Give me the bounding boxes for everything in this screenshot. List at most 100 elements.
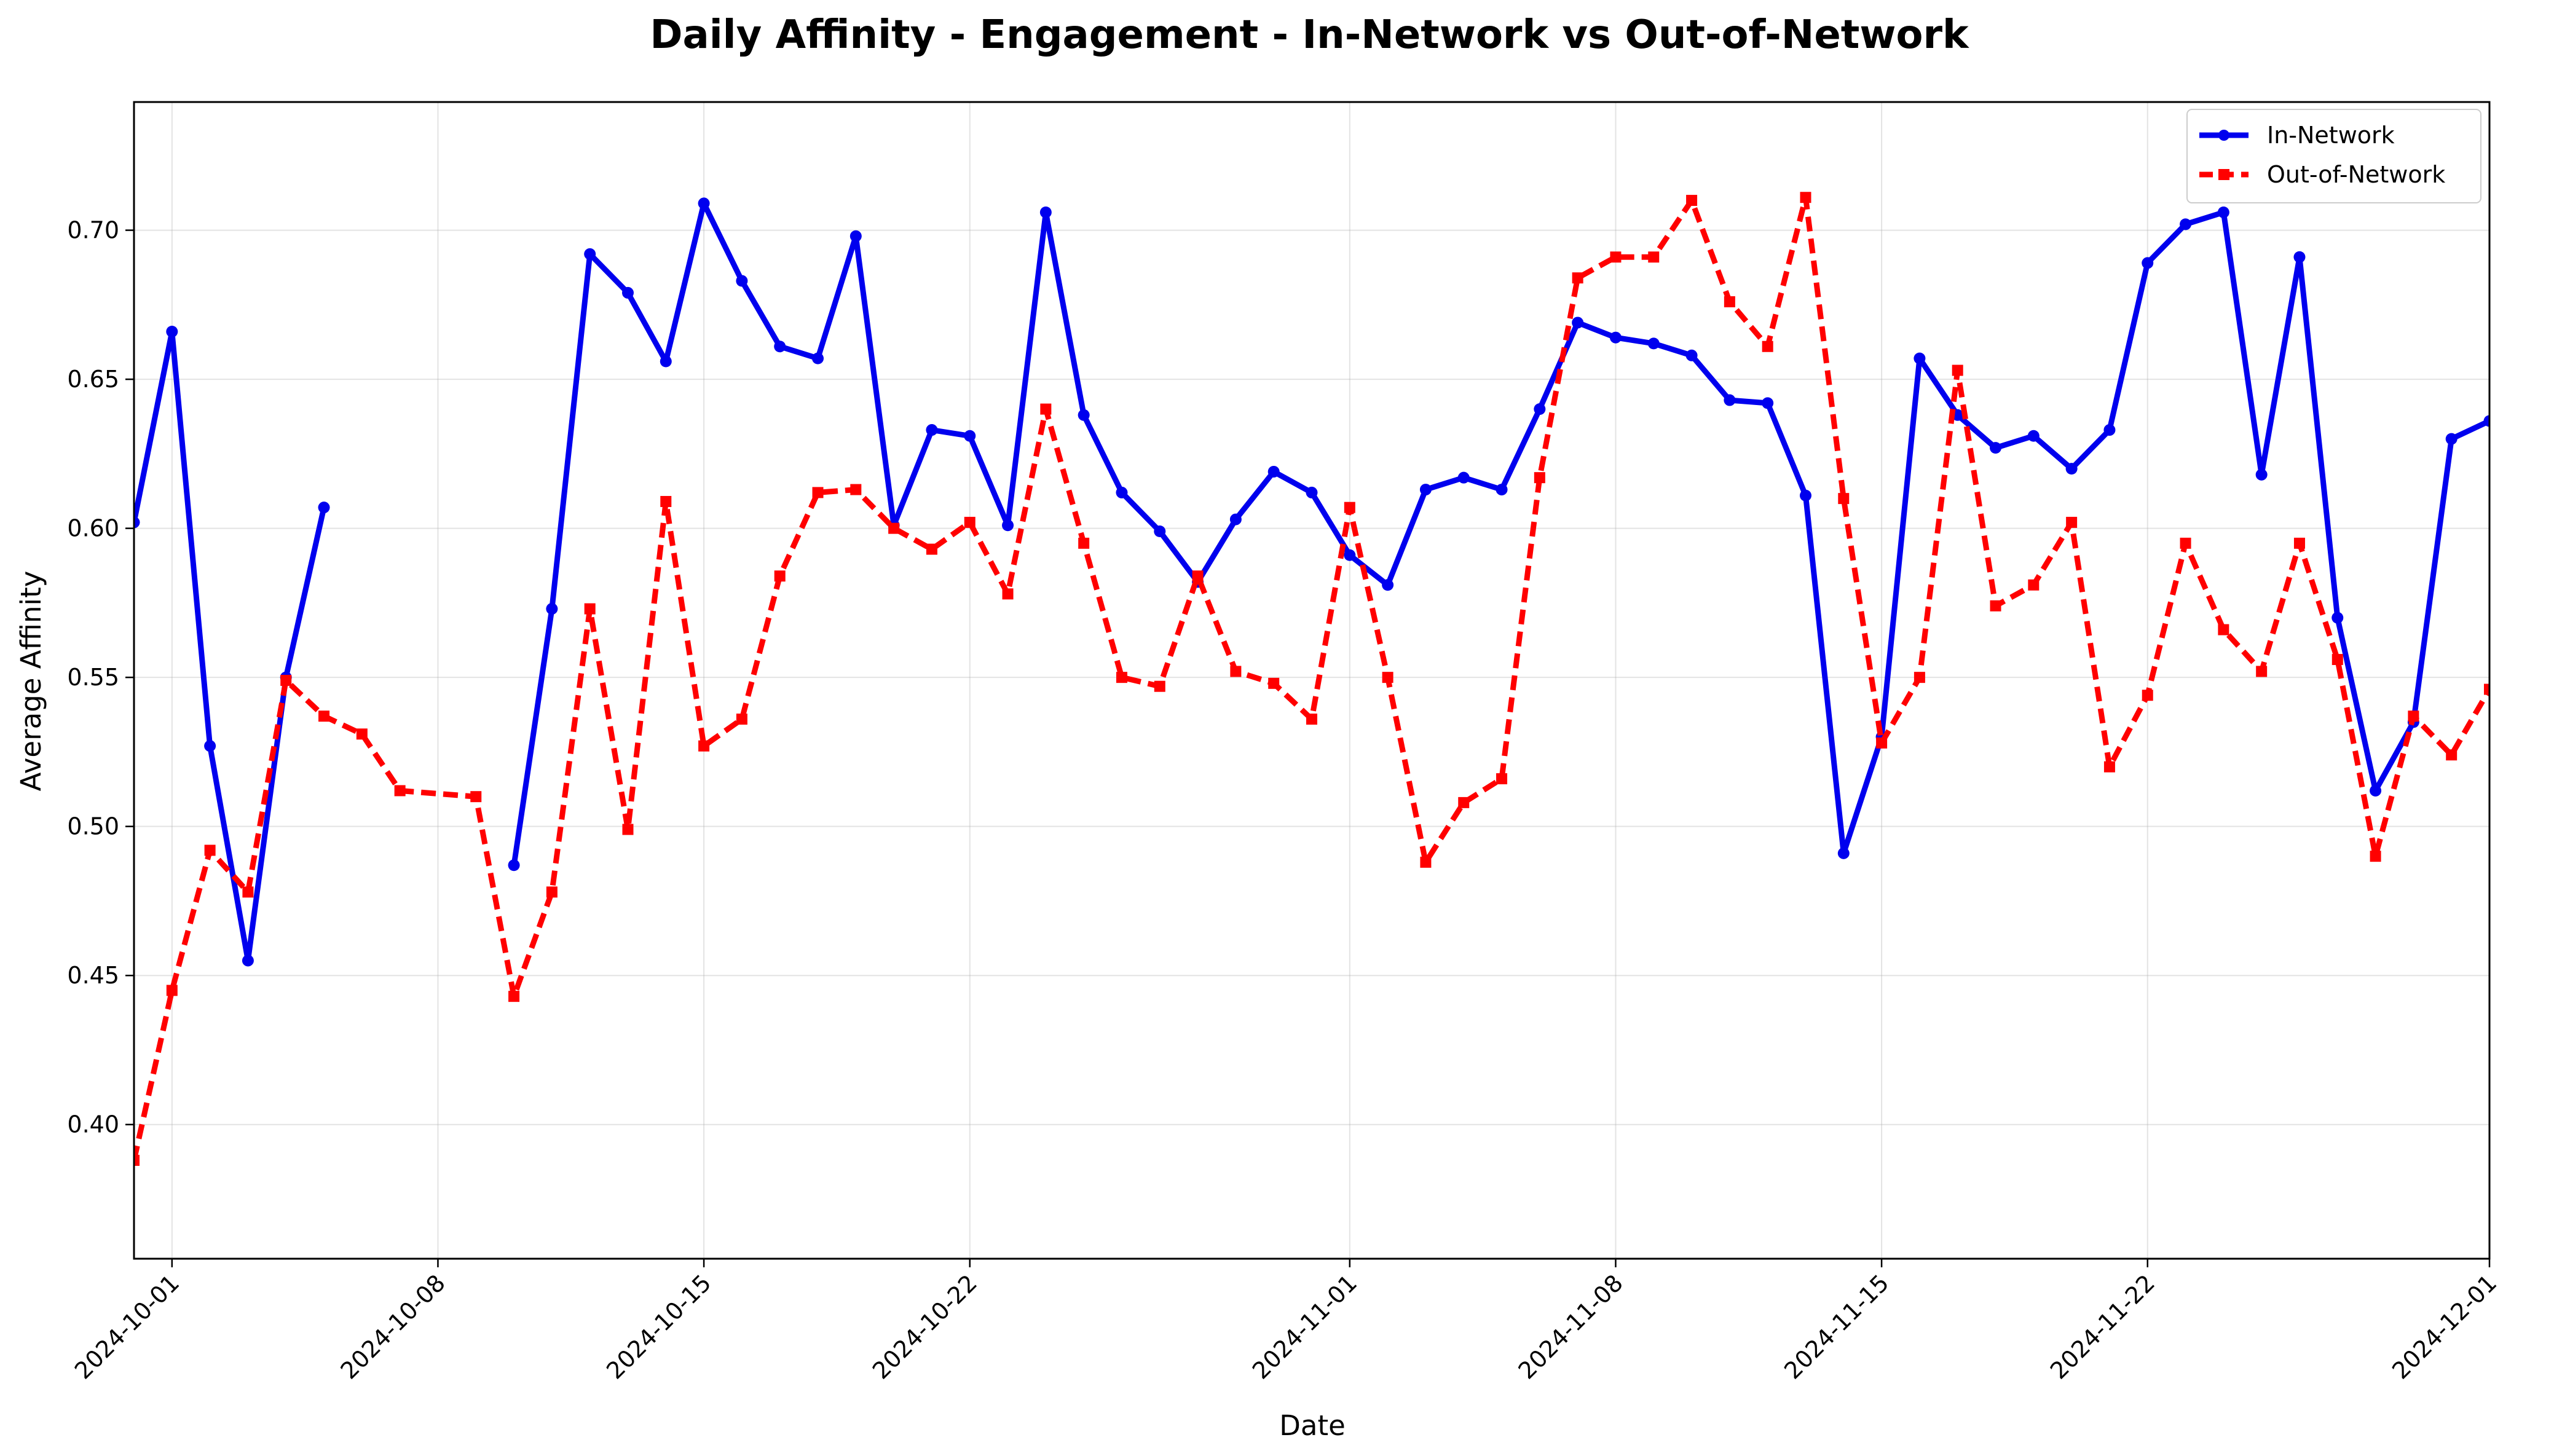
data-point-in-network <box>1914 352 1926 364</box>
data-point-out-of-network <box>1800 192 1811 203</box>
data-point-in-network <box>2065 463 2078 475</box>
series-out-of-network <box>134 192 2489 1166</box>
legend-marker-out-of-network <box>2218 169 2229 180</box>
data-point-out-of-network <box>1002 588 1014 600</box>
data-point-out-of-network <box>2446 749 2458 761</box>
data-point-in-network <box>1078 409 1090 421</box>
y-axis-label: Average Affinity <box>15 571 47 792</box>
data-point-in-network <box>1990 442 2002 454</box>
y-tick-label: 0.70 <box>67 217 119 244</box>
data-point-in-network <box>1496 484 1508 496</box>
data-point-out-of-network <box>280 675 292 686</box>
data-point-out-of-network <box>2331 654 2343 666</box>
data-point-in-network <box>1647 337 1660 350</box>
data-point-in-network <box>926 424 938 436</box>
data-point-out-of-network <box>1344 502 1355 513</box>
data-point-in-network <box>1799 489 1811 502</box>
data-point-in-network <box>2103 424 2116 436</box>
data-point-in-network <box>774 340 786 353</box>
data-point-in-network <box>1837 847 1850 859</box>
data-point-in-network <box>2370 784 2382 797</box>
data-point-out-of-network <box>2103 761 2115 773</box>
data-point-in-network <box>2180 218 2192 230</box>
data-point-out-of-network <box>2408 710 2419 722</box>
data-point-out-of-network <box>1572 272 1583 284</box>
data-point-in-network <box>134 516 140 529</box>
data-point-out-of-network <box>622 824 634 835</box>
data-point-out-of-network <box>356 728 368 740</box>
data-point-out-of-network <box>1306 714 1317 725</box>
data-point-in-network <box>1724 394 1736 406</box>
data-point-in-network <box>1039 206 1052 218</box>
data-point-out-of-network <box>1192 570 1204 582</box>
legend-item-out-of-network: Out-of-Network <box>2199 161 2445 188</box>
y-tick-label: 0.45 <box>67 962 119 989</box>
data-point-out-of-network <box>660 495 672 507</box>
y-tick-label: 0.50 <box>67 813 119 840</box>
data-point-in-network <box>2217 206 2229 218</box>
data-point-out-of-network <box>964 516 976 528</box>
data-point-out-of-network <box>204 844 216 856</box>
data-point-out-of-network <box>1724 296 1735 307</box>
data-point-in-network <box>204 740 216 752</box>
data-point-out-of-network <box>926 543 937 555</box>
data-point-out-of-network <box>2484 683 2489 695</box>
data-point-in-network <box>1609 331 1622 344</box>
data-point-in-network <box>1002 519 1014 532</box>
legend-box <box>2186 109 2481 203</box>
data-point-in-network <box>318 502 330 514</box>
data-point-out-of-network <box>134 1154 140 1166</box>
series-layer <box>134 192 2489 1166</box>
data-point-out-of-network <box>318 710 330 722</box>
data-point-out-of-network <box>1838 493 1850 505</box>
data-point-out-of-network <box>2066 516 2078 528</box>
legend-label-out-of-network: Out-of-Network <box>2267 161 2445 188</box>
data-point-in-network <box>242 954 254 967</box>
data-point-in-network <box>1344 549 1356 561</box>
data-point-out-of-network <box>698 740 710 752</box>
data-point-in-network <box>1154 525 1166 537</box>
data-point-in-network <box>621 286 634 299</box>
plot-frame <box>133 101 2491 1260</box>
data-point-out-of-network <box>508 991 520 1002</box>
x-axis-label: Date <box>1279 1409 1346 1442</box>
data-point-in-network <box>1572 317 1584 329</box>
data-point-in-network <box>2255 468 2268 481</box>
data-point-out-of-network <box>774 570 786 582</box>
legend: In-Network Out-of-Network <box>2186 109 2481 203</box>
data-point-out-of-network <box>1078 537 1090 549</box>
data-point-in-network <box>849 230 862 242</box>
data-point-out-of-network <box>546 886 558 898</box>
data-point-out-of-network <box>1458 797 1470 808</box>
data-point-out-of-network <box>1610 251 1622 263</box>
y-tick-label: 0.65 <box>67 366 119 393</box>
data-point-in-network <box>584 248 596 260</box>
data-point-in-network <box>1457 471 1470 484</box>
data-point-out-of-network <box>2142 690 2153 701</box>
chart-title: Daily Affinity - Engagement - In-Network… <box>650 12 1969 58</box>
series-line-out-of-network <box>134 194 2489 1161</box>
data-point-in-network <box>1116 486 1128 498</box>
data-point-in-network <box>1267 465 1280 478</box>
data-point-in-network <box>1762 397 1774 409</box>
data-point-out-of-network <box>1230 666 1242 677</box>
data-point-out-of-network <box>888 522 900 534</box>
data-point-out-of-network <box>166 985 178 996</box>
data-point-in-network <box>660 355 672 368</box>
data-point-out-of-network <box>1496 773 1508 785</box>
data-point-out-of-network <box>394 785 406 797</box>
data-point-out-of-network <box>1040 403 1052 415</box>
legend-item-in-network: In-Network <box>2199 122 2395 149</box>
y-tick-label: 0.60 <box>67 515 119 542</box>
data-point-in-network <box>1382 579 1394 591</box>
data-point-in-network <box>2331 612 2344 624</box>
data-point-out-of-network <box>2218 624 2229 636</box>
data-point-out-of-network <box>1268 677 1280 689</box>
data-point-out-of-network <box>470 791 482 803</box>
data-point-in-network <box>698 197 710 210</box>
data-point-in-network <box>508 859 520 872</box>
series-in-network <box>134 197 2489 967</box>
